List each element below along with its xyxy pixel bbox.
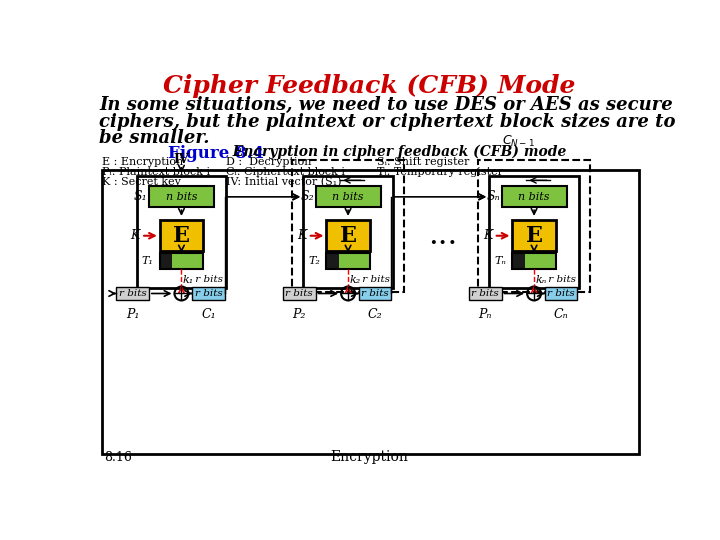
Text: n bits: n bits <box>518 192 550 202</box>
Text: r bits: r bits <box>472 289 499 298</box>
Text: Pₙ: Pₙ <box>479 308 492 321</box>
Bar <box>513 253 556 269</box>
Text: P₁: P₁ <box>126 308 139 321</box>
Text: K: K <box>483 230 492 242</box>
Text: IV: Initial vector (S₁): IV: Initial vector (S₁) <box>225 177 341 187</box>
Text: r bits: r bits <box>361 289 389 298</box>
Bar <box>160 253 203 269</box>
Text: D :  Decryption: D : Decryption <box>225 157 311 167</box>
Text: E : Encryption: E : Encryption <box>102 157 183 167</box>
Text: k₂: k₂ <box>350 275 361 285</box>
Text: r bits: r bits <box>547 289 575 298</box>
Text: n bits: n bits <box>166 192 197 202</box>
Text: be smaller.: be smaller. <box>99 130 210 147</box>
Bar <box>160 253 172 269</box>
Text: n bits: n bits <box>333 192 364 202</box>
Text: r bits: r bits <box>192 275 223 284</box>
Bar <box>137 177 226 288</box>
Text: K: K <box>130 230 140 242</box>
Text: T₂: T₂ <box>308 256 320 266</box>
Text: In some situations, we need to use DES or AES as secure: In some situations, we need to use DES o… <box>99 96 673 113</box>
Text: IV: IV <box>174 153 189 166</box>
Bar <box>525 253 556 269</box>
Bar <box>469 287 502 300</box>
Bar <box>326 253 370 269</box>
Text: r bits: r bits <box>359 275 390 284</box>
Text: E: E <box>173 225 190 247</box>
Text: Encryption in cipher feedback (CFB) mode: Encryption in cipher feedback (CFB) mode <box>223 145 567 159</box>
Text: Cipher Feedback (CFB) Mode: Cipher Feedback (CFB) Mode <box>163 74 575 98</box>
Bar <box>283 287 315 300</box>
Text: C₂: C₂ <box>368 308 382 321</box>
Bar <box>117 287 149 300</box>
Text: S₁: S₁ <box>134 191 148 204</box>
Bar <box>359 287 392 300</box>
Text: r bits: r bits <box>285 289 313 298</box>
Text: Cᵢ: Ciphertext block i: Cᵢ: Ciphertext block i <box>225 167 345 177</box>
Text: $C_{N-1}$: $C_{N-1}$ <box>503 134 535 150</box>
Text: Tᵢ: Temporary register: Tᵢ: Temporary register <box>377 167 503 177</box>
Text: K: K <box>297 230 306 242</box>
Text: r bits: r bits <box>119 289 146 298</box>
Text: 8.16: 8.16 <box>104 451 132 464</box>
Bar <box>489 177 579 288</box>
Bar <box>339 253 370 269</box>
Text: ciphers, but the plaintext or ciphertext block sizes are to: ciphers, but the plaintext or ciphertext… <box>99 112 676 131</box>
Text: Pᵢ: Plaintext block i: Pᵢ: Plaintext block i <box>102 167 210 177</box>
Bar <box>502 186 567 207</box>
Text: P₂: P₂ <box>292 308 306 321</box>
Bar <box>326 220 370 251</box>
Bar <box>478 159 590 292</box>
Text: ...: ... <box>428 220 457 251</box>
Text: E: E <box>526 225 543 247</box>
Bar <box>513 220 556 251</box>
Text: T₁: T₁ <box>142 256 153 266</box>
Text: S₂: S₂ <box>300 191 314 204</box>
Bar <box>172 253 203 269</box>
Bar <box>513 253 525 269</box>
Text: Tₙ: Tₙ <box>495 256 506 266</box>
Bar <box>326 253 339 269</box>
Bar <box>102 170 639 454</box>
Text: Cₙ: Cₙ <box>554 308 569 321</box>
Text: C₁: C₁ <box>202 308 216 321</box>
Text: Encryption: Encryption <box>330 450 408 464</box>
Text: Sₙ: Sₙ <box>486 191 500 204</box>
Text: K : Secret key: K : Secret key <box>102 177 181 187</box>
Bar <box>315 186 381 207</box>
Bar <box>545 287 577 300</box>
Text: r bits: r bits <box>545 275 576 284</box>
Text: Sᵢ: Shift register: Sᵢ: Shift register <box>377 157 469 167</box>
Text: r bits: r bits <box>194 289 222 298</box>
Text: Figure 8.4: Figure 8.4 <box>168 145 264 162</box>
Text: E: E <box>340 225 356 247</box>
Bar <box>149 186 214 207</box>
Bar <box>192 287 225 300</box>
Bar <box>160 220 203 251</box>
Bar <box>292 159 404 292</box>
Bar <box>303 177 393 288</box>
Text: k₁: k₁ <box>183 275 194 285</box>
Text: kₙ: kₙ <box>536 275 547 285</box>
